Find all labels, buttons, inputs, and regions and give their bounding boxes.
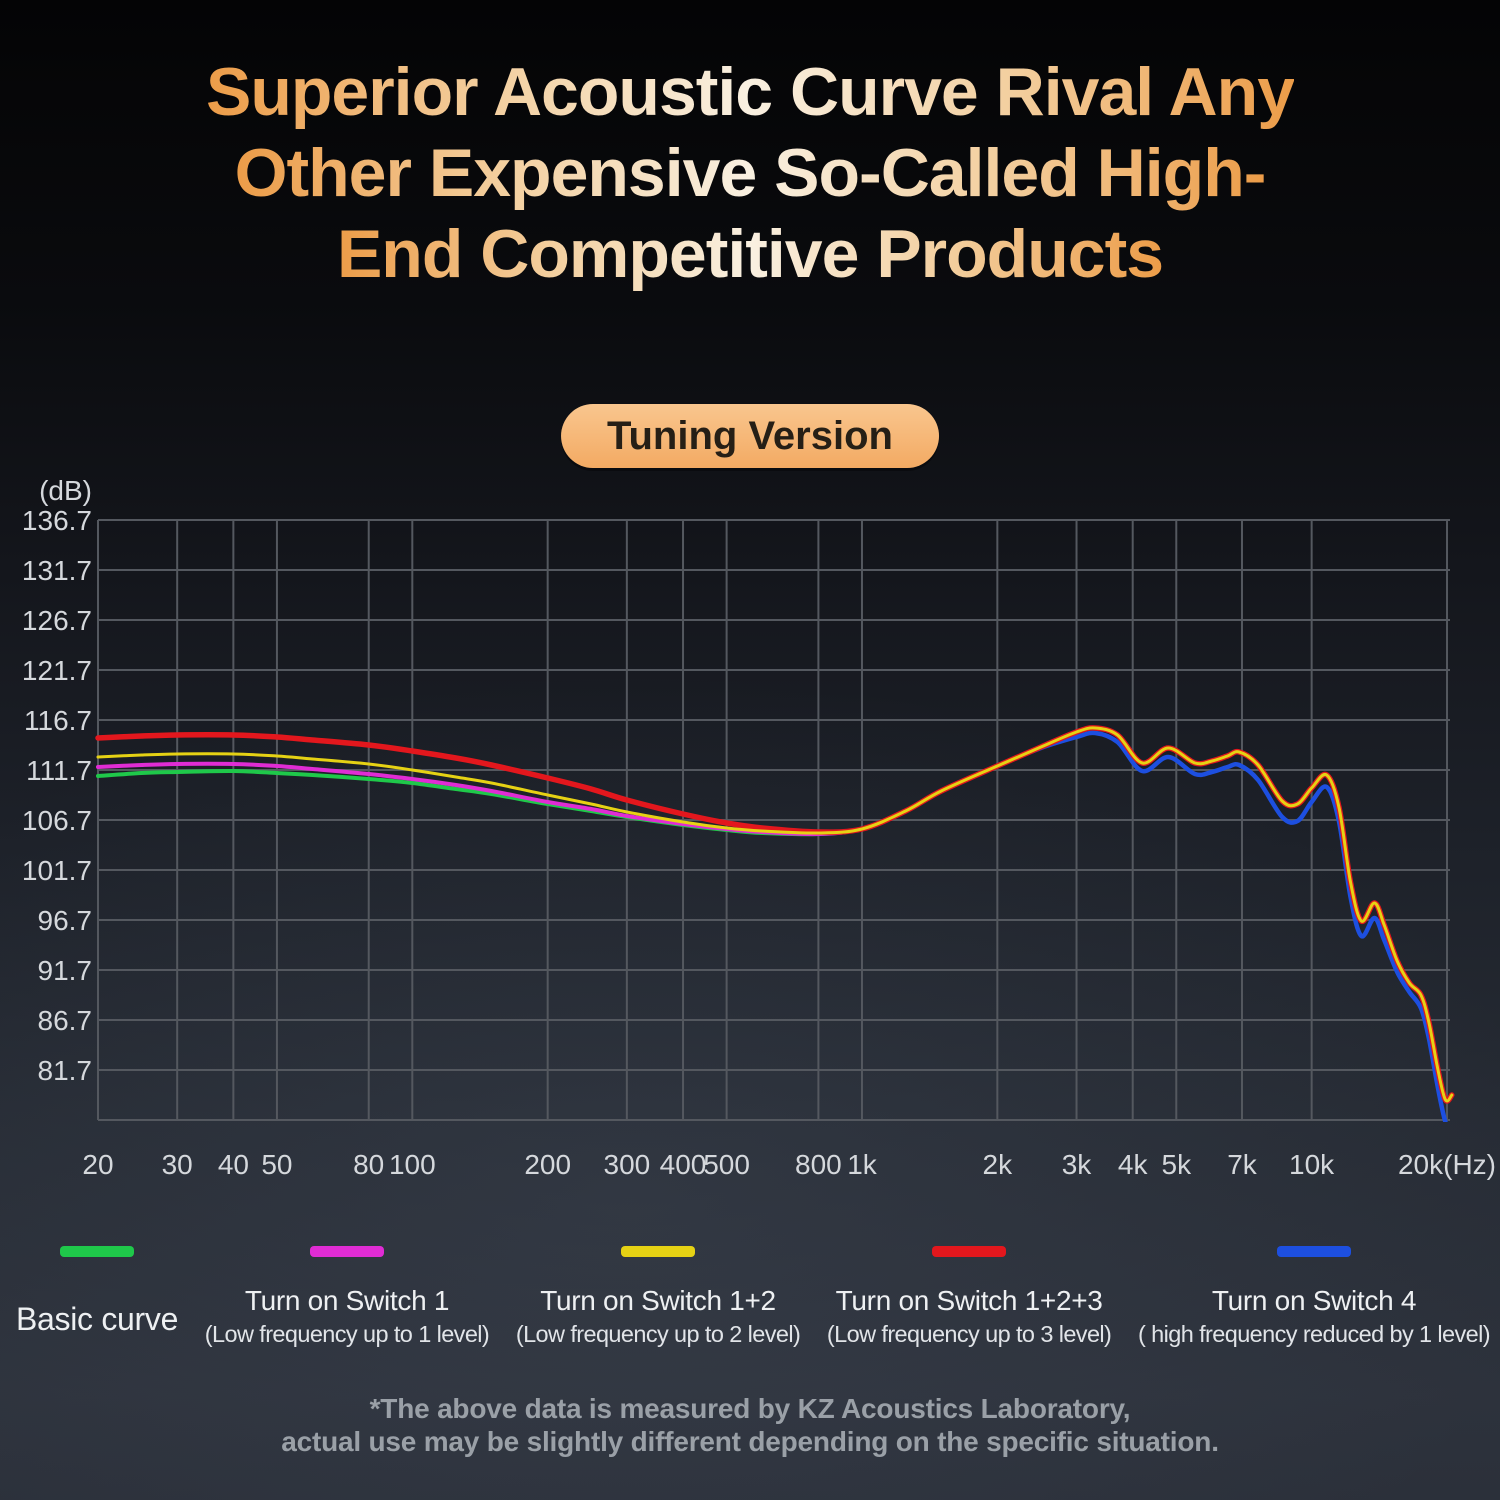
curve-turn-on-switch-4 <box>95 730 1448 1122</box>
y-tick-label: 96.7 <box>38 905 93 936</box>
y-tick-label: 121.7 <box>22 655 92 686</box>
blue-line-swatch <box>1276 1246 1351 1257</box>
x-tick-label: 7k <box>1227 1149 1258 1180</box>
x-tick-label: 200 <box>524 1149 571 1180</box>
title-line-1: Superior Acoustic Curve Rival Any <box>0 52 1500 133</box>
legend-sublabel: (Low frequency up to 2 level) <box>515 1321 801 1348</box>
green-line-swatch <box>60 1246 135 1257</box>
x-tick-label: 20 <box>82 1149 113 1180</box>
legend-label: Turn on Switch 1+2+3 <box>835 1285 1103 1316</box>
y-tick-label: 136.7 <box>22 505 92 536</box>
x-tick-label: 40 <box>218 1149 249 1180</box>
x-tick-label: 800 <box>795 1149 842 1180</box>
tuning-version-badge: Tuning Version <box>561 404 939 468</box>
axis-tick-labels: (dB)136.7 131.7 126.7 121.7 116.7 111.7 106.7 1… <box>22 475 1496 1180</box>
legend-label: Turn on Switch 4 <box>1211 1285 1417 1316</box>
legend-item-basic-curve: Basic curve <box>16 1246 178 1348</box>
page-title: Superior Acoustic Curve Rival Any Other … <box>0 52 1500 295</box>
legend-label: Turn on Switch 1 <box>244 1285 450 1316</box>
y-tick-label: 86.7 <box>38 1005 93 1036</box>
y-tick-label: 116.7 <box>24 705 92 736</box>
x-tick-label: 500 <box>703 1149 750 1180</box>
y-tick-label: 101.7 <box>22 855 92 886</box>
legend-sublabel: (Low frequency up to 3 level) <box>826 1321 1112 1348</box>
x-tick-label: 5k <box>1162 1149 1193 1180</box>
disclaimer-line-2: actual use may be slightly different dep… <box>281 1426 1219 1457</box>
red-line-swatch <box>932 1246 1007 1257</box>
x-tick-label: 2k <box>983 1149 1014 1180</box>
y-tick-label: 111.7 <box>26 755 92 786</box>
curve-basic-curve <box>96 725 1454 1103</box>
x-tick-label: 50 <box>261 1149 292 1180</box>
legend-sublabel: ( high frequency reduced by 1 level) <box>1137 1321 1491 1348</box>
y-tick-label: 91.7 <box>38 955 93 986</box>
x-tick-label: 4k <box>1118 1149 1149 1180</box>
x-tick-label: 1k <box>847 1149 878 1180</box>
x-tick-label: 20k(Hz) <box>1398 1149 1496 1180</box>
legend-item-switch-1-2: Turn on Switch 1+2 (Low frequency up to … <box>515 1246 801 1348</box>
legend-item-switch-4: Turn on Switch 4 ( high frequency reduce… <box>1137 1246 1491 1348</box>
title-line-2: Other Expensive So-Called High- <box>0 133 1500 214</box>
curves <box>95 725 1455 1122</box>
y-axis-unit-label: (dB) <box>39 475 92 506</box>
grid-lines <box>97 519 1450 1121</box>
legend: Basic curve Turn on Switch 1 (Low freque… <box>16 1246 1491 1348</box>
x-tick-label: 300 <box>604 1149 651 1180</box>
legend-item-switch-1-2-3: Turn on Switch 1+2+3 (Low frequency up t… <box>826 1246 1112 1348</box>
y-tick-label: 81.7 <box>38 1055 93 1086</box>
y-tick-label: 106.7 <box>22 805 92 836</box>
legend-item-switch-1: Turn on Switch 1 (Low frequency up to 1 … <box>204 1246 490 1348</box>
x-tick-label: 80 <box>353 1149 384 1180</box>
legend-label: Basic curve <box>16 1301 179 1337</box>
disclaimer: *The above data is measured by KZ Acoust… <box>0 1392 1500 1458</box>
yellow-line-swatch <box>621 1246 696 1257</box>
legend-label: Turn on Switch 1+2 <box>540 1285 776 1316</box>
legend-sublabel: (Low frequency up to 1 level) <box>204 1321 490 1348</box>
x-tick-label: 3k <box>1062 1149 1093 1180</box>
x-tick-label: 10k <box>1289 1149 1335 1180</box>
curve-turn-on-switch-1 <box>96 725 1454 1103</box>
y-tick-label: 131.7 <box>22 555 92 586</box>
y-tick-label: 126.7 <box>22 605 92 636</box>
curve-turn-on-switch-1-2 <box>96 726 1454 1103</box>
x-tick-label: 400 <box>660 1149 707 1180</box>
magenta-line-swatch <box>309 1246 384 1257</box>
disclaimer-line-1: *The above data is measured by KZ Acoust… <box>369 1393 1131 1424</box>
x-tick-label: 30 <box>162 1149 193 1180</box>
title-line-3: End Competitive Products <box>0 214 1500 295</box>
x-tick-label: 100 <box>389 1149 436 1180</box>
curve-turn-on-switch-1-2-3 <box>95 725 1455 1104</box>
